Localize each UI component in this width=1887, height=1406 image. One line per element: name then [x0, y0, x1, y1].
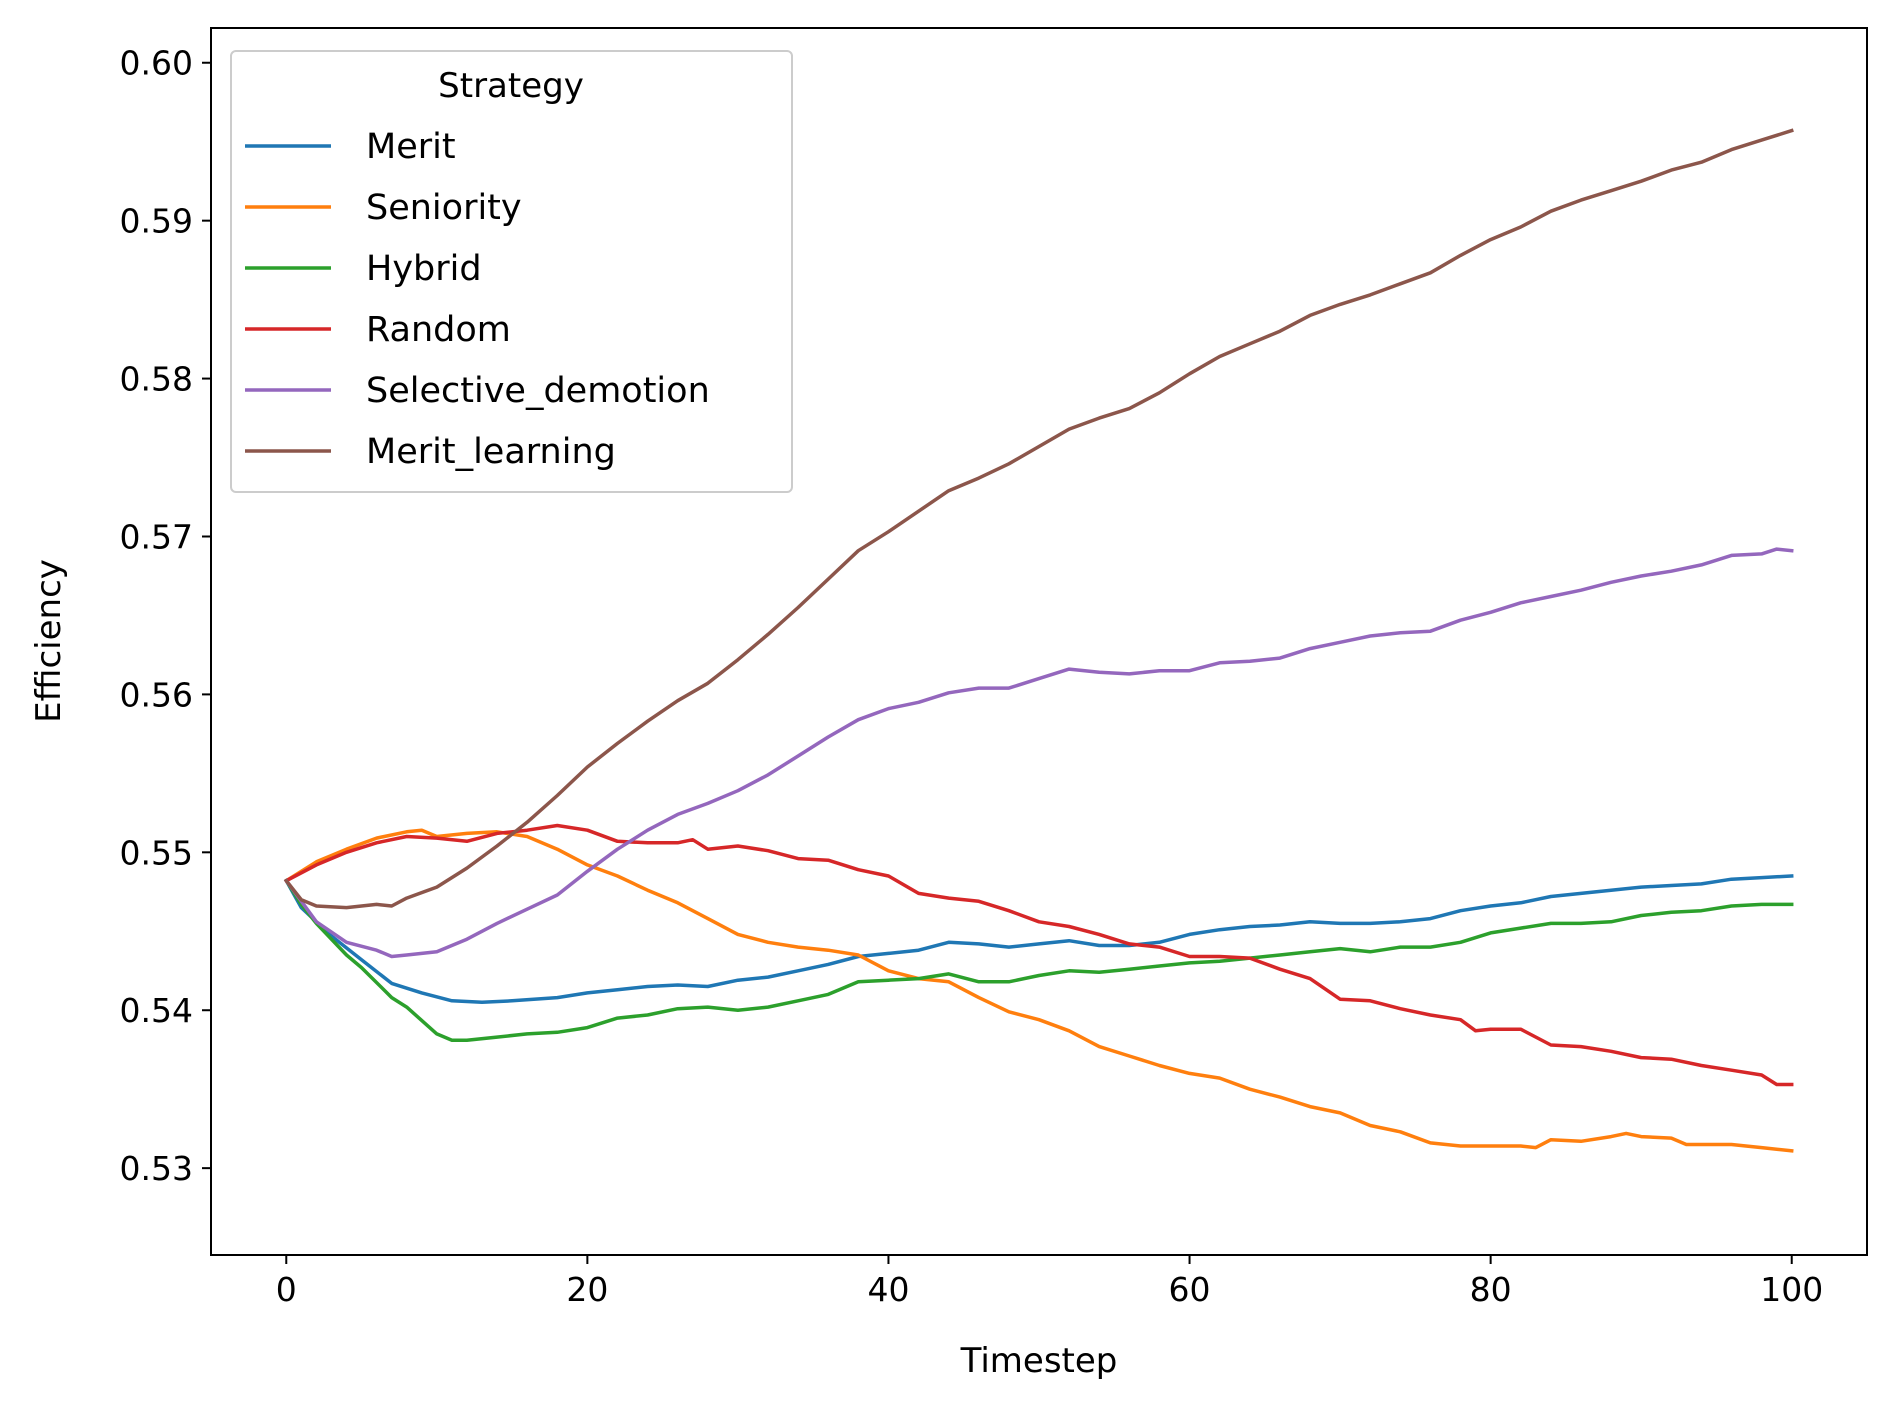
- legend-label-random: Random: [366, 310, 511, 350]
- y-tick-label: 0.56: [120, 675, 193, 714]
- y-axis-label: Efficiency: [29, 559, 69, 723]
- legend-box: [230, 50, 793, 493]
- legend: Strategy Merit Seniority Hybrid Random Selec…: [230, 50, 793, 493]
- series-line-hybrid: [283, 878, 1794, 1042]
- x-tick-label: 60: [1169, 1270, 1211, 1309]
- series-line-random: [283, 823, 1794, 1087]
- y-tick-label: 0.54: [120, 991, 193, 1030]
- x-tick-label: 80: [1470, 1270, 1512, 1309]
- y-tick-label: 0.53: [120, 1149, 193, 1188]
- series-line-selective-demotion: [283, 547, 1794, 959]
- x-tick-label: 100: [1760, 1270, 1823, 1309]
- series-layer: [283, 128, 1794, 1153]
- y-tick-label: 0.60: [120, 44, 193, 83]
- series-line-merit: [283, 874, 1794, 1005]
- y-tick-label: 0.55: [120, 833, 193, 872]
- plot-frame: [210, 27, 1868, 1256]
- legend-label-hybrid: Hybrid: [366, 249, 482, 289]
- x-tick-label: 20: [566, 1270, 608, 1309]
- x-axis-label: Timestep: [960, 1341, 1118, 1381]
- y-tick-label: 0.59: [120, 202, 193, 241]
- legend-label-selective-demotion: Selective_demotion: [366, 371, 710, 411]
- legend-label-seniority: Seniority: [366, 188, 522, 228]
- series-line-merit-learning: [283, 128, 1794, 910]
- y-tick-label: 0.58: [120, 360, 193, 399]
- x-tick-label: 0: [276, 1270, 297, 1309]
- y-axis-ticks: 0.53 0.54 0.55 0.56 0.57 0.58 0.59 0.60: [120, 44, 211, 1188]
- y-tick-label: 0.57: [120, 517, 193, 556]
- series-line-seniority: [283, 828, 1794, 1153]
- legend-label-merit: Merit: [366, 127, 456, 167]
- x-axis-ticks: 0 20 40 60 80 100: [276, 1255, 1823, 1309]
- legend-title: Strategy: [438, 66, 584, 106]
- legend-label-merit-learning: Merit_learning: [366, 432, 616, 472]
- x-tick-label: 40: [867, 1270, 909, 1309]
- legend-entries: Merit Seniority Hybrid Random Selective_demo…: [245, 127, 710, 472]
